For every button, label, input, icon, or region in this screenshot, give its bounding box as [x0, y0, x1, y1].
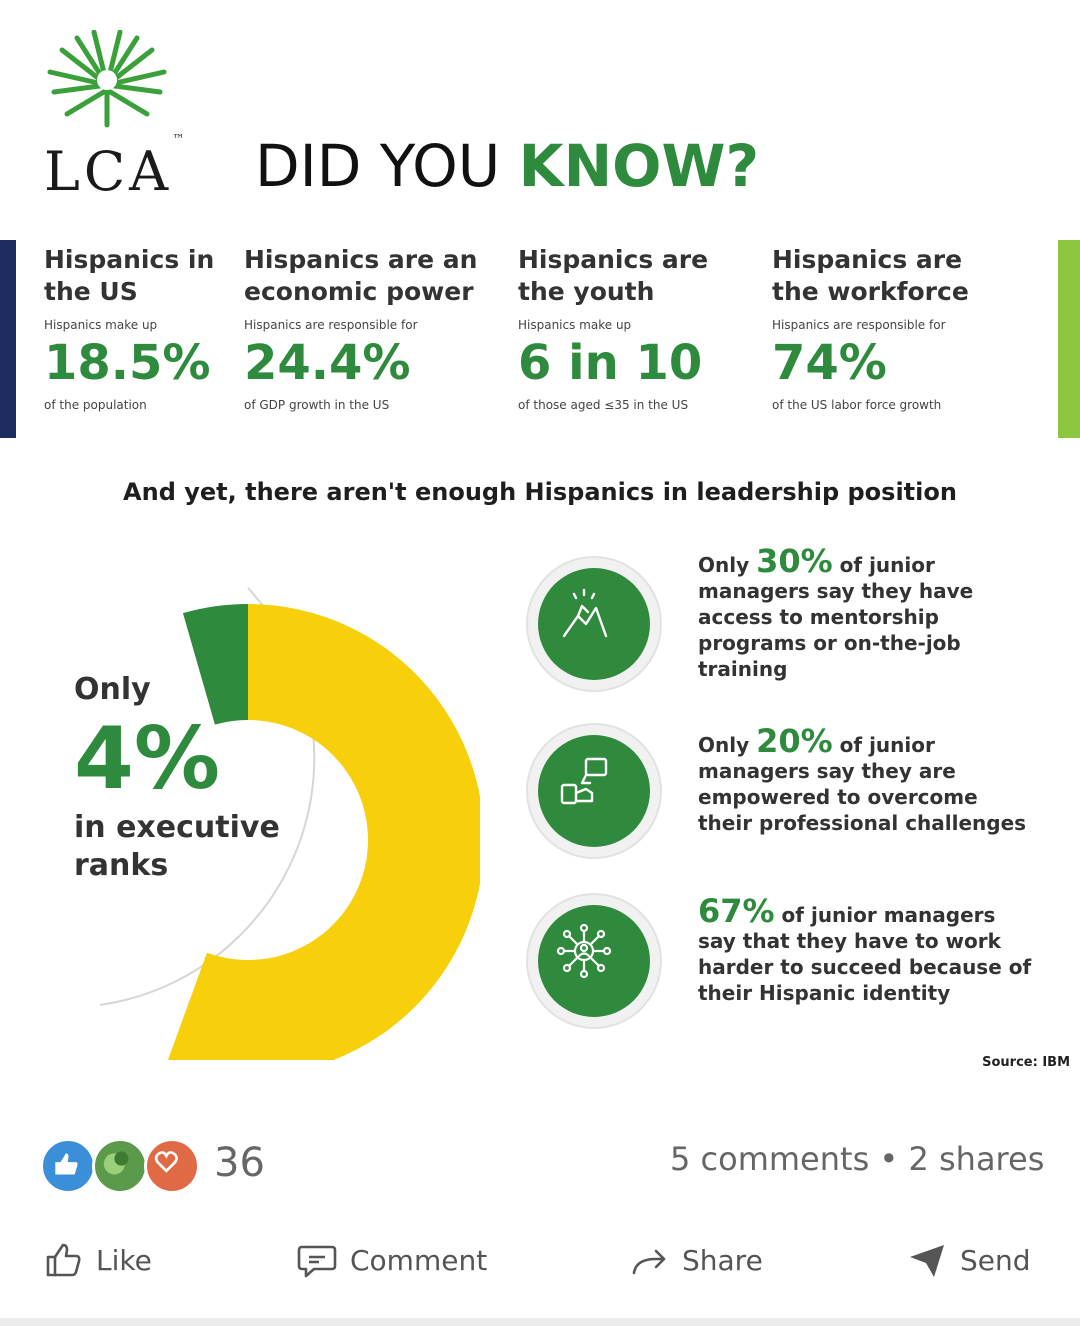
stat-population: Hispanics in the US Hispanics make up 18… [44, 244, 234, 412]
comment-button[interactable]: Comment [296, 1232, 487, 1288]
stat-suffix: of the population [44, 398, 147, 412]
stat-prefix: Hispanics make up [518, 318, 632, 332]
reaction-count[interactable]: 36 [214, 1140, 265, 1186]
stat-prefix: Hispanics are responsible for [244, 318, 418, 332]
fact-mentorship: Only 30% of junior managers say they hav… [698, 545, 1038, 682]
stat-value: 6 in 10 [518, 335, 703, 391]
lime-accent-bar [1058, 240, 1080, 438]
fact-prefix: Only [698, 733, 757, 757]
headline: DID YOU KNOW? [255, 132, 760, 200]
send-button[interactable]: Send [906, 1232, 1031, 1288]
executive-percentage: 4% [74, 709, 221, 809]
stat-suffix: of GDP growth in the US [244, 398, 390, 412]
thumbs-up-icon [46, 1243, 81, 1277]
donut-highlight-segment [182, 604, 248, 725]
comment-label: Comment [350, 1243, 488, 1277]
bottom-divider [0, 1318, 1080, 1326]
like-label: Like [96, 1243, 152, 1277]
fact-text-body: of junior managers say they have access … [698, 553, 974, 681]
fact-percentage: 20% [756, 722, 833, 760]
stat-suffix: of those aged ≤35 in the US [518, 398, 689, 412]
celebrate-icon[interactable] [92, 1138, 148, 1194]
source-credit: Source: IBM [982, 1055, 1070, 1070]
stat-heading: Hispanics in the US [44, 245, 215, 306]
mentorship-hands-icon [562, 588, 608, 638]
lca-palm-logo [47, 30, 167, 128]
fact-empowerment: Only 20% of junior managers say they are… [698, 725, 1038, 836]
empowerment-hands-icon [560, 757, 608, 805]
stat-prefix: Hispanics make up [44, 318, 158, 332]
fact-identity: 67% of junior managers say that they hav… [698, 895, 1038, 1006]
stat-gdp: Hispanics are an economic power Hispanic… [244, 244, 504, 412]
stat-value: 74% [772, 335, 887, 391]
mentorship-icon-badge [528, 558, 660, 690]
donut-rest-segment [167, 604, 480, 1060]
lca-wordmark: LCA™ [44, 132, 185, 203]
stat-heading: Hispanics are the workforce [772, 245, 969, 306]
leadership-subhead: And yet, there aren't enough Hispanics i… [123, 478, 957, 506]
executive-callout: Only 4% in executive ranks [74, 672, 294, 885]
network-icon-badge [528, 895, 660, 1027]
comment-icon [297, 1245, 337, 1278]
love-icon[interactable] [144, 1138, 200, 1194]
like-button[interactable]: Like [42, 1232, 152, 1288]
executive-tail-label: in executive ranks [74, 810, 280, 883]
share-arrow-icon [632, 1249, 666, 1275]
stat-suffix: of the US labor force growth [772, 398, 942, 412]
send-paper-plane-icon [910, 1245, 944, 1277]
fact-percentage: 67% [698, 892, 775, 930]
fact-prefix: Only [698, 553, 757, 577]
navy-accent-bar [0, 240, 16, 438]
stat-heading: Hispanics are an economic power [244, 245, 478, 306]
stat-value: 24.4% [244, 335, 411, 391]
network-people-icon [556, 923, 612, 979]
share-button[interactable]: Share [628, 1232, 763, 1288]
fact-percentage: 30% [756, 542, 833, 580]
executive-donut [99, 587, 480, 1060]
stat-prefix: Hispanics are responsible for [772, 318, 946, 332]
comments-shares-count[interactable]: 5 comments • 2 shares [670, 1140, 1045, 1178]
stat-youth: Hispanics are the youth Hispanics make u… [518, 244, 728, 412]
empowerment-icon-badge [528, 725, 660, 857]
send-label: Send [960, 1243, 1031, 1277]
like-icon[interactable] [40, 1138, 96, 1194]
stat-heading: Hispanics are the youth [518, 245, 709, 306]
executive-only-label: Only [74, 672, 151, 707]
share-label: Share [682, 1243, 763, 1277]
stat-value: 18.5% [44, 335, 211, 391]
fact-text-body: of junior managers say that they have to… [698, 903, 1032, 1005]
stat-workforce: Hispanics are the workforce Hispanics ar… [772, 244, 1012, 412]
fact-text-body: of junior managers say they are empowere… [698, 733, 1027, 835]
